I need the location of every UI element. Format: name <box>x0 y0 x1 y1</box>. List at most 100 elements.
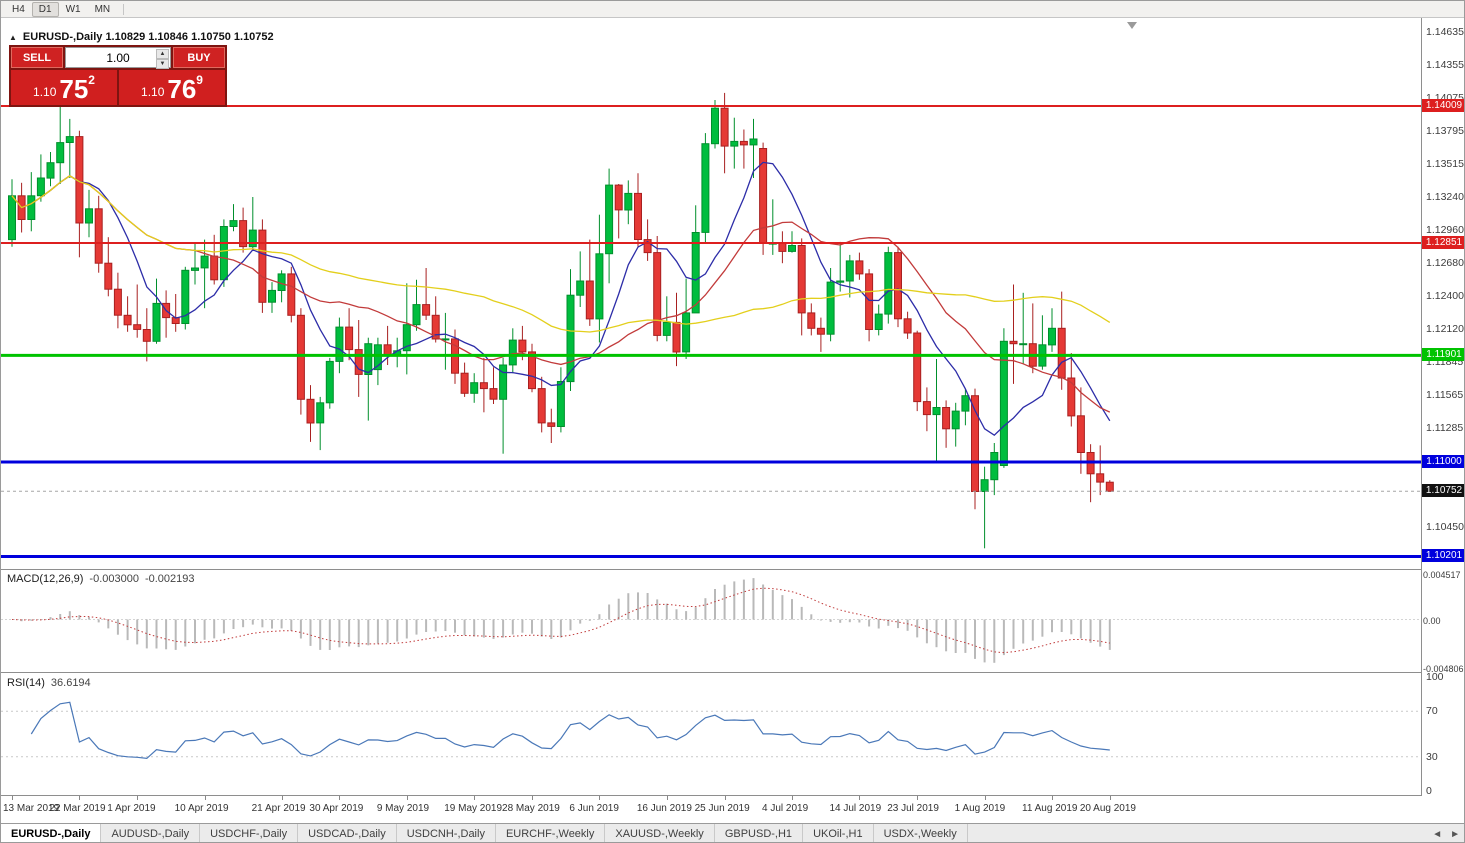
volume-spinner: ▲ ▼ <box>156 49 169 69</box>
time-axis-label: 4 Jul 2019 <box>762 803 809 814</box>
tabs-scroll-left-button[interactable]: ◄ <box>1432 828 1443 840</box>
tab-audusd-daily[interactable]: AUDUSD-,Daily <box>101 824 201 842</box>
buy-price-prefix: 1.10 <box>141 85 165 99</box>
level-price-label: 1.11000 <box>1422 454 1464 468</box>
tab-gbpusd-h1[interactable]: GBPUSD-,H1 <box>714 824 804 842</box>
timeframe-button-w1[interactable]: W1 <box>65 3 81 15</box>
price-axis-tick: 1.14355 <box>1426 59 1464 72</box>
time-axis-label: 14 Jul 2019 <box>829 803 882 814</box>
volume-down-button[interactable]: ▼ <box>156 59 169 69</box>
buy-button[interactable]: BUY <box>173 47 225 68</box>
time-axis-label: 1 Apr 2019 <box>107 803 156 814</box>
price-axis-tick: 1.12400 <box>1426 290 1464 303</box>
time-axis-label: 25 Jun 2019 <box>694 803 750 814</box>
buy-price-pip: 9 <box>196 73 203 87</box>
sell-price-big: 75 <box>59 74 89 104</box>
timeframe-toolbar: H4 D1 W1 MN <box>1 1 1464 18</box>
time-axis-tick <box>532 796 534 800</box>
time-axis-tick <box>1109 796 1111 800</box>
time-axis-tick <box>204 796 206 800</box>
timeframe-button-h4[interactable]: H4 <box>12 3 25 15</box>
ohlc-text: EURUSD-,Daily 1.10829 1.10846 1.10750 1.… <box>22 31 274 43</box>
macd-indicator-pane[interactable] <box>1 570 1421 672</box>
collapse-trade-panel-icon[interactable]: ▲ <box>9 32 17 42</box>
price-axis-separator <box>1421 18 1422 796</box>
timeframe-button-mn[interactable]: MN <box>94 3 111 15</box>
macd-main-value: -0.003000 <box>89 573 139 585</box>
pane-separator[interactable] <box>1 569 1422 570</box>
time-axis-label: 1 Aug 2019 <box>954 803 1006 814</box>
tab-ukoil-h1[interactable]: UKOil-,H1 <box>803 824 874 842</box>
price-axis[interactable]: 1.146351.143551.140751.137951.135151.132… <box>1422 1 1464 823</box>
macd-signal-value: -0.002193 <box>144 573 195 585</box>
tab-scroll-arrows: ◄ ► <box>1432 824 1460 842</box>
time-axis-tick <box>406 796 408 800</box>
tab-eurusd-daily[interactable]: EURUSD-,Daily <box>1 824 102 842</box>
time-axis-tick <box>137 796 139 800</box>
volume-up-button[interactable]: ▲ <box>156 49 169 59</box>
time-axis-tick <box>599 796 601 800</box>
time-axis-label: 19 May 2019 <box>444 803 503 814</box>
price-axis-tick: 1.13515 <box>1426 158 1464 171</box>
time-axis-tick <box>281 796 283 800</box>
tab-usdchf-daily[interactable]: USDCHF-,Daily <box>200 824 299 842</box>
time-axis-label: 30 Apr 2019 <box>309 803 364 814</box>
tab-xauusd-weekly[interactable]: XAUUSD-,Weekly <box>605 824 715 842</box>
macd-axis-tick: 0.004517 <box>1423 570 1461 580</box>
rsi-axis-tick: 100 <box>1426 671 1444 683</box>
time-axis-tick <box>917 796 919 800</box>
time-axis-tick <box>666 796 668 800</box>
time-axis-label: 11 Aug 2019 <box>1022 803 1078 814</box>
sell-price-pip: 2 <box>88 73 95 87</box>
macd-name: MACD(12,26,9) <box>7 573 84 585</box>
rsi-name: RSI(14) <box>7 677 45 689</box>
time-axis-label: 20 Aug 2019 <box>1079 803 1136 814</box>
time-axis-label: 13 Mar 2019 <box>3 803 60 814</box>
rsi-axis-tick: 0 <box>1426 785 1432 797</box>
rsi-axis-tick: 30 <box>1426 750 1438 763</box>
buy-price-big: 76 <box>167 74 197 104</box>
time-axis-tick <box>474 796 476 800</box>
one-click-trading-panel: SELL 1.00 ▲ ▼ BUY 1.10 75 2 1.10 76 9 <box>9 45 227 107</box>
chart-title: ▲ EURUSD-,Daily 1.10829 1.10846 1.10750 … <box>9 31 274 43</box>
rsi-axis-tick: 70 <box>1426 705 1438 718</box>
pane-separator <box>1 795 1422 796</box>
macd-axis-tick: 0.00 <box>1423 615 1441 626</box>
sell-button[interactable]: SELL <box>11 47 63 68</box>
time-axis-tick <box>12 796 13 800</box>
volume-input[interactable]: 1.00 ▲ ▼ <box>65 47 171 69</box>
sell-price-prefix: 1.10 <box>33 85 57 99</box>
price-axis-tick: 1.13240 <box>1426 190 1464 203</box>
timeframe-button-d1[interactable]: D1 <box>31 1 59 17</box>
tab-usdcad-daily[interactable]: USDCAD-,Daily <box>298 824 397 842</box>
price-axis-tick: 1.12680 <box>1426 257 1464 270</box>
price-axis-tick: 1.14635 <box>1426 25 1464 38</box>
time-axis-label: 28 May 2019 <box>502 803 560 814</box>
tab-usdcnh-daily[interactable]: USDCNH-,Daily <box>396 824 496 842</box>
sell-price-button[interactable]: 1.10 75 2 <box>11 70 117 105</box>
time-axis-tick <box>984 796 986 800</box>
level-price-label: 1.11901 <box>1422 348 1464 362</box>
time-axis-label: 21 Apr 2019 <box>251 803 306 814</box>
main-price-chart[interactable] <box>1 18 1421 569</box>
time-axis-label: 16 Jun 2019 <box>636 803 692 814</box>
rsi-indicator-pane[interactable] <box>1 673 1421 795</box>
chart-tabs: EURUSD-,Daily AUDUSD-,Daily USDCHF-,Daily U… <box>1 824 968 842</box>
pane-separator[interactable] <box>1 672 1422 673</box>
tab-usdx-weekly[interactable]: USDX-,Weekly <box>873 824 968 842</box>
macd-axis-tick: -0.004806 <box>1423 664 1464 674</box>
time-axis[interactable]: 13 Mar 2019 22 Mar 2019 1 Apr 2019 10 Apr 2… <box>1 796 1421 823</box>
chart-tabs-bar: EURUSD-,Daily AUDUSD-,Daily USDCHF-,Daily U… <box>1 823 1464 842</box>
buy-price-button[interactable]: 1.10 76 9 <box>119 70 225 105</box>
tabs-scroll-right-button[interactable]: ► <box>1450 828 1460 840</box>
time-axis-label: 9 May 2019 <box>376 803 430 814</box>
timeframe-buttons: H4 D1 W1 MN <box>5 1 130 17</box>
tab-eurchf-weekly[interactable]: EURCHF-,Weekly <box>495 824 606 842</box>
rsi-value: 36.6194 <box>50 677 91 689</box>
level-price-label: 1.10201 <box>1422 549 1464 563</box>
level-price-label: 1.12851 <box>1422 235 1464 249</box>
time-axis-tick <box>724 796 726 800</box>
price-axis-tick: 1.11565 <box>1426 389 1464 402</box>
price-axis-tick: 1.10450 <box>1426 521 1464 534</box>
